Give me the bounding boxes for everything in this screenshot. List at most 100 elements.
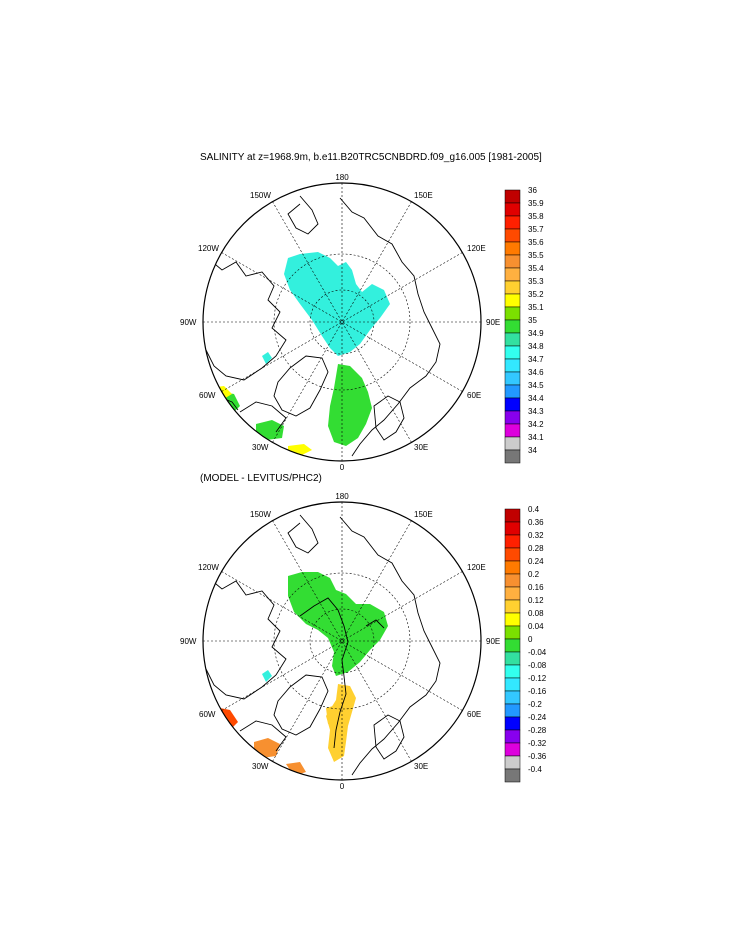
bottom-lon-label-60w: 60W: [199, 710, 216, 719]
top-colorbar-swatch: [504, 436, 521, 451]
bottom-lon-label-180: 180: [335, 492, 349, 501]
bottom-zero-contour-2: [365, 619, 385, 629]
top-coastline-scandinavia: [373, 395, 405, 441]
bottom-colorbar-label: -0.36: [528, 752, 547, 761]
bottom-colorbar-swatch: [504, 534, 521, 549]
bottom-colorbar-swatch: [504, 599, 521, 614]
bottom-lon-label-120e: 120E: [467, 563, 486, 572]
top-colorbar-label: 34.5: [528, 381, 544, 390]
bottom-lon-label-90e: 90E: [486, 637, 500, 646]
top-colorbar-swatch: [504, 228, 521, 243]
top-colorbar-label: 35.3: [528, 277, 544, 286]
bottom-colorbar-label: -0.24: [528, 713, 547, 722]
top-lon-label-120e: 120E: [467, 244, 486, 253]
top-colorbar-swatch: [504, 267, 521, 282]
bottom-graticule: [203, 502, 481, 780]
bottom-lon-label-150e: 150E: [414, 510, 433, 519]
bottom-colorbar-label: 0.12: [528, 596, 544, 605]
bottom-coastline-scandinavia: [373, 714, 405, 760]
bottom-south-orange-field: [286, 762, 306, 776]
bottom-colorbar-swatch: [504, 573, 521, 588]
top-colorbar-swatch: [504, 202, 521, 217]
top-colorbar-swatch: [504, 397, 521, 412]
top-colorbar-label: 34.9: [528, 329, 544, 338]
bottom-colorbar-swatch: [504, 547, 521, 562]
top-colorbar-swatch: [504, 241, 521, 256]
top-colorbar-swatch: [504, 293, 521, 308]
bottom-colorbar-label: -0.04: [528, 648, 547, 657]
top-colorbar-label: 34.4: [528, 394, 544, 403]
bottom-colorbar-swatch: [504, 521, 521, 536]
bottom-colorbar-label: -0.4: [528, 765, 542, 774]
top-colorbar-label: 34.8: [528, 342, 544, 351]
bottom-lon-label-0: 0: [340, 782, 345, 791]
top-colorbar-label: 34.3: [528, 407, 544, 416]
bottom-colorbar-swatch: [504, 677, 521, 692]
top-lon-label-90w: 90W: [180, 318, 197, 327]
top-colorbar-label: 35.6: [528, 238, 544, 247]
bottom-lon-label-30e: 30E: [414, 762, 428, 771]
bottom-colorbar-label: 0.36: [528, 518, 544, 527]
top-colorbar-swatch: [504, 189, 521, 204]
bottom-colorbar-label: 0.2: [528, 570, 540, 579]
top-small-cyan-patch: [262, 352, 272, 364]
bottom-colorbar-label: -0.16: [528, 687, 547, 696]
bottom-colorbar-swatch: [504, 586, 521, 601]
bottom-colorbar-label: -0.32: [528, 739, 547, 748]
bottom-lon-label-30w: 30W: [252, 762, 269, 771]
bottom-colorbar-label: -0.2: [528, 700, 542, 709]
top-colorbar-swatch: [504, 215, 521, 230]
top-lon-label-60w: 60W: [199, 391, 216, 400]
bottom-coastline-alaska: [287, 514, 319, 554]
top-colorbar-swatch: [504, 410, 521, 425]
top-colorbar-label: 35.1: [528, 303, 544, 312]
bottom-map: 180 150E 150W 120E 120W 90E 90W 60E 60W …: [180, 492, 500, 791]
top-colorbar-swatch: [504, 423, 521, 438]
bottom-colorbar-label: -0.08: [528, 661, 547, 670]
bottom-colorbar-label: 0.4: [528, 505, 540, 514]
top-colorbar-swatch: [504, 358, 521, 373]
top-colorbar-swatch: [504, 371, 521, 386]
bottom-colorbar-label: 0.08: [528, 609, 544, 618]
top-lon-label-180: 180: [335, 173, 349, 182]
top-colorbar-label: 35.8: [528, 212, 544, 221]
top-lon-label-120w: 120W: [198, 244, 219, 253]
top-colorbar-label: 36: [528, 186, 537, 195]
bottom-lon-label-60e: 60E: [467, 710, 481, 719]
top-lon-label-30w: 30W: [252, 443, 269, 452]
bottom-lon-label-150w: 150W: [250, 510, 271, 519]
top-coastline-north-america: [205, 259, 287, 381]
top-colorbar-label: 34: [528, 446, 537, 455]
bottom-colorbar-swatch: [504, 729, 521, 744]
top-lon-label-60e: 60E: [467, 391, 481, 400]
bottom-arctic-green-field: [288, 572, 388, 676]
bottom-labrador-orange-field: [254, 738, 280, 758]
top-lon-label-0: 0: [340, 463, 345, 472]
bottom-colorbar-swatch: [504, 612, 521, 627]
bottom-colorbar-swatch: [504, 755, 521, 770]
bottom-lon-label-90w: 90W: [180, 637, 197, 646]
bottom-zero-contour: [299, 597, 349, 749]
top-map-field: [205, 195, 441, 457]
top-lon-label-150w: 150W: [250, 191, 271, 200]
bottom-colorbar-label: -0.28: [528, 726, 547, 735]
bottom-colorbar-swatch: [504, 625, 521, 640]
bottom-nordic-yellow-field-2: [326, 704, 348, 726]
top-colorbar: 36 35.9 35.8 35.7 35.6 35.5 35.4 35.3 35.2 35.1 35…: [504, 186, 544, 464]
bottom-colorbar-swatch: [504, 664, 521, 679]
top-colorbar-swatch: [504, 345, 521, 360]
top-coastline-alaska: [287, 195, 319, 235]
top-lon-label-30e: 30E: [414, 443, 428, 452]
bottom-small-cyan-patch: [262, 670, 272, 682]
bottom-colorbar-swatch: [504, 638, 521, 653]
bottom-colorbar-swatch: [504, 716, 521, 731]
bottom-lon-label-120w: 120W: [198, 563, 219, 572]
bottom-coastline-greenland: [273, 674, 329, 736]
bottom-colorbar-swatch: [504, 703, 521, 718]
bottom-coastline-north-america: [205, 578, 287, 700]
bottom-colorbar-label: 0.24: [528, 557, 544, 566]
bottom-colorbar-label: -0.12: [528, 674, 547, 683]
bottom-colorbar-swatch: [504, 690, 521, 705]
bottom-colorbar-label: 0.16: [528, 583, 544, 592]
top-colorbar-label: 35.2: [528, 290, 544, 299]
